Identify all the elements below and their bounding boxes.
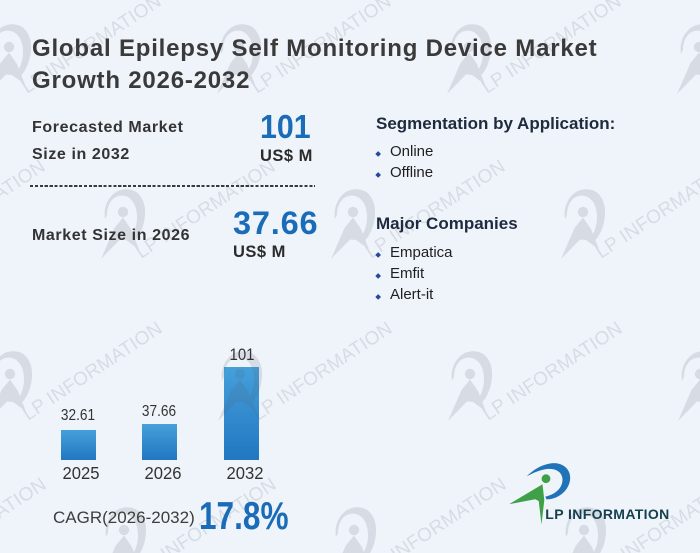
svg-text:LPINFORMATION: LP INFORMATION (545, 506, 669, 522)
